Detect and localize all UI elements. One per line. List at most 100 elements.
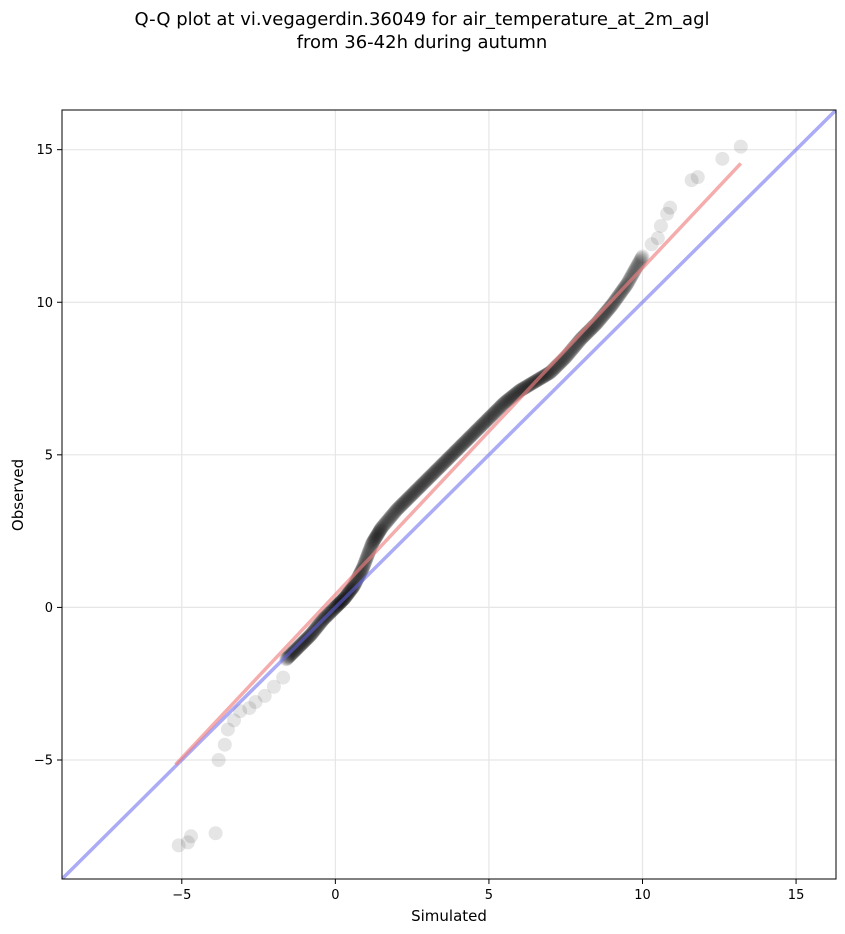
data-point <box>401 490 416 505</box>
data-point <box>384 508 399 523</box>
data-point <box>522 377 537 392</box>
data-point <box>486 406 501 421</box>
data-point <box>288 643 303 658</box>
data-point <box>607 295 622 310</box>
data-point <box>457 435 472 450</box>
data-point <box>363 539 378 554</box>
data-point <box>405 487 420 502</box>
data-point <box>624 268 639 283</box>
data-point <box>456 436 471 451</box>
data-point <box>433 458 448 473</box>
data-point <box>382 511 397 526</box>
data-point <box>447 445 462 460</box>
data-point <box>279 651 294 666</box>
data-point <box>482 410 497 425</box>
data-point <box>429 463 444 478</box>
data-point <box>500 393 515 408</box>
y-tick-label: 0 <box>45 601 53 616</box>
data-point <box>305 625 320 640</box>
data-point <box>436 456 451 471</box>
data-point <box>171 838 186 853</box>
data-point <box>503 391 518 406</box>
data-point <box>374 520 389 535</box>
data-point <box>296 635 311 650</box>
reference-line <box>62 110 836 879</box>
data-point <box>497 396 512 411</box>
data-point <box>373 523 388 538</box>
data-point <box>492 400 507 415</box>
data-point <box>291 640 306 655</box>
data-point <box>412 480 427 495</box>
data-point <box>493 400 508 415</box>
data-point <box>294 636 309 651</box>
data-point <box>430 462 445 477</box>
data-point <box>290 641 305 656</box>
data-point <box>423 469 438 484</box>
data-point <box>380 513 395 528</box>
data-point <box>355 561 370 576</box>
data-point <box>521 378 536 393</box>
data-point <box>376 518 391 533</box>
data-point <box>410 482 425 497</box>
data-point <box>300 631 315 646</box>
data-point <box>377 517 392 532</box>
data-point <box>537 369 552 384</box>
data-point <box>490 402 505 417</box>
data-point <box>635 249 650 264</box>
data-point <box>523 377 538 392</box>
data-point <box>536 369 551 384</box>
data-point <box>606 296 621 311</box>
data-point <box>441 451 456 466</box>
data-point <box>653 218 668 233</box>
data-point <box>633 253 648 268</box>
data-point <box>220 722 235 737</box>
data-point <box>430 461 445 476</box>
data-point <box>625 267 640 282</box>
data-point <box>484 408 499 423</box>
data-point <box>464 428 479 443</box>
data-point <box>374 521 389 536</box>
data-point <box>500 393 515 408</box>
data-point <box>477 416 492 431</box>
data-point <box>368 531 383 546</box>
data-point <box>289 641 304 656</box>
data-point <box>417 474 432 489</box>
data-point <box>280 651 295 666</box>
data-point <box>437 455 452 470</box>
data-point <box>359 550 374 565</box>
data-point <box>300 630 315 645</box>
data-point <box>537 368 552 383</box>
data-point <box>284 647 299 662</box>
data-point <box>470 422 485 437</box>
data-point <box>406 486 421 501</box>
data-point <box>460 432 475 447</box>
x-tick-label: 0 <box>331 888 339 903</box>
data-point <box>295 636 310 651</box>
data-point <box>660 206 675 221</box>
x-tick-label: 15 <box>788 888 805 903</box>
data-point <box>373 522 388 537</box>
data-point <box>539 367 554 382</box>
data-point <box>383 509 398 524</box>
data-point <box>468 424 483 439</box>
data-point <box>442 450 457 465</box>
data-point <box>303 627 318 642</box>
data-point <box>387 505 402 520</box>
data-point <box>538 368 553 383</box>
data-point <box>397 495 412 510</box>
data-point <box>455 437 470 452</box>
data-point <box>299 632 314 647</box>
data-point <box>443 449 458 464</box>
data-point <box>266 679 281 694</box>
data-point <box>399 493 414 508</box>
data-point <box>495 397 510 412</box>
data-point <box>281 649 296 664</box>
plot-area <box>62 110 836 879</box>
data-point <box>504 390 519 405</box>
data-point <box>282 648 297 663</box>
data-point <box>449 443 464 458</box>
data-point <box>297 633 312 648</box>
data-point <box>305 626 320 641</box>
data-point <box>650 231 665 246</box>
data-point <box>445 447 460 462</box>
